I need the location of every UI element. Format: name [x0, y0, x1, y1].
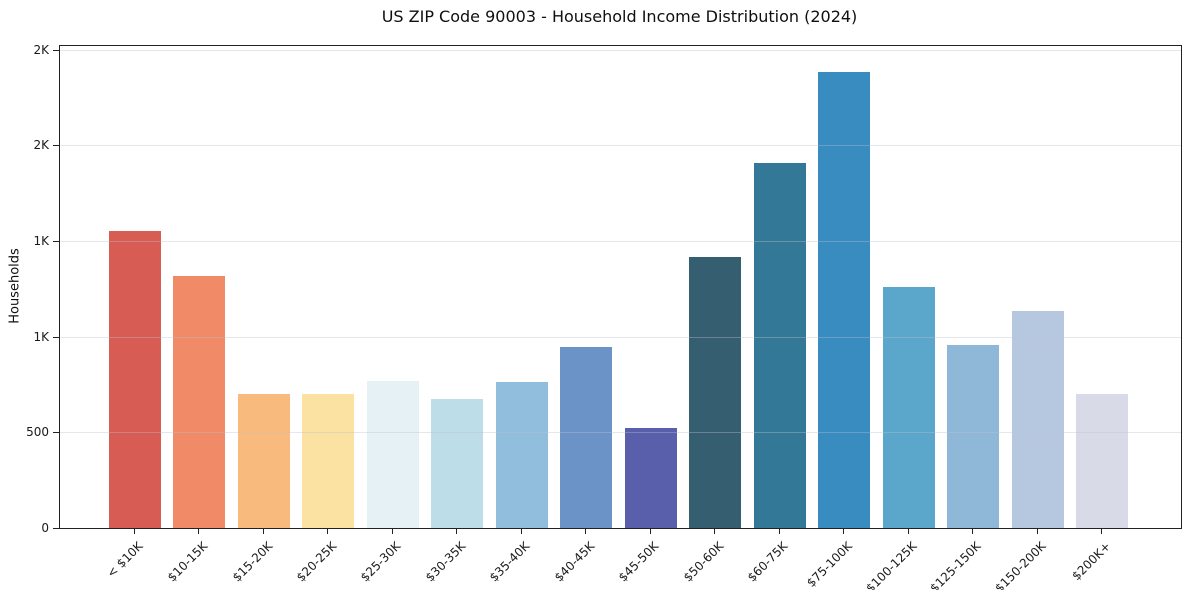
gridline — [60, 49, 1181, 51]
x-tick-label: $50-60K — [680, 539, 727, 585]
x-tick-mark — [327, 529, 329, 534]
x-tick-label: < $10K — [104, 539, 146, 581]
x-tick-mark — [456, 529, 458, 534]
plot-area — [59, 45, 1182, 529]
bar — [689, 257, 742, 528]
bar — [431, 399, 484, 528]
y-tick-label: 1K — [33, 234, 49, 249]
bar — [624, 428, 677, 528]
x-tick-mark — [520, 529, 522, 534]
x-tick-label: $200K+ — [1068, 539, 1113, 584]
x-tick-label: $45-50K — [616, 539, 662, 585]
x-tick-mark — [262, 529, 264, 534]
y-tick-mark — [53, 336, 59, 338]
chart-title: US ZIP Code 90003 - Household Income Dis… — [381, 7, 858, 26]
gridline — [60, 241, 1181, 243]
x-tick-mark — [134, 529, 135, 534]
x-tick-label: $10-15K — [164, 539, 211, 585]
x-tick-label: $100-125K — [863, 539, 920, 590]
x-tick-mark — [907, 529, 909, 534]
gridline — [60, 336, 1181, 338]
x-tick-label: $40-45K — [551, 539, 598, 585]
bar — [495, 382, 548, 528]
x-tick-mark — [585, 529, 587, 534]
x-tick-label: $125-150K — [927, 539, 984, 590]
y-tick-mark — [53, 49, 59, 51]
bar — [237, 394, 290, 528]
bar — [1076, 394, 1128, 528]
x-tick-label: $30-35K — [422, 539, 469, 585]
bar — [947, 345, 1000, 528]
y-tick-label: 0 — [41, 521, 49, 535]
y-tick-label: 500 — [26, 425, 49, 440]
bar — [173, 276, 226, 528]
bar — [753, 163, 806, 528]
bar — [882, 287, 935, 528]
bar — [818, 72, 871, 528]
x-tick-label: $25-30K — [358, 539, 404, 585]
x-tick-label: $15-20K — [229, 539, 275, 585]
y-tick-mark — [53, 432, 59, 434]
x-tick-mark — [1036, 529, 1038, 534]
x-tick-label: $75-100K — [804, 539, 856, 590]
bar — [560, 347, 613, 528]
bar — [302, 394, 355, 528]
y-axis-label: Households — [7, 248, 23, 324]
gridline — [60, 432, 1181, 434]
x-tick-mark — [649, 529, 651, 534]
x-tick-mark — [843, 529, 845, 534]
bar — [366, 381, 419, 528]
x-tick-label: $150-200K — [992, 539, 1049, 590]
y-tick-label: 2K — [33, 42, 49, 57]
y-tick-mark — [53, 241, 59, 243]
x-tick-mark — [198, 529, 200, 534]
y-tick-mark — [53, 145, 59, 147]
y-tick-mark — [53, 528, 59, 529]
x-tick-label: $60-75K — [745, 539, 791, 585]
x-tick-label: $35-40K — [487, 539, 533, 585]
y-tick-label: 2K — [33, 138, 49, 153]
x-tick-mark — [714, 529, 716, 534]
y-tick-label: 1K — [33, 329, 49, 344]
x-tick-mark — [1101, 529, 1102, 534]
gridline — [60, 145, 1181, 147]
bar — [109, 231, 161, 528]
bar — [1011, 311, 1064, 528]
x-tick-label: $20-25K — [293, 539, 340, 585]
x-tick-mark — [778, 529, 780, 534]
x-tick-mark — [391, 529, 393, 534]
x-tick-mark — [972, 529, 974, 534]
